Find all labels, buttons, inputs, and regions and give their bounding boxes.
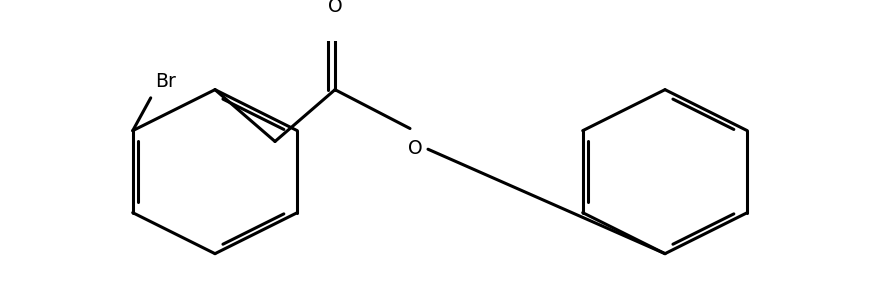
Text: O: O: [328, 0, 342, 16]
Text: Br: Br: [155, 72, 175, 91]
Text: O: O: [408, 139, 423, 158]
